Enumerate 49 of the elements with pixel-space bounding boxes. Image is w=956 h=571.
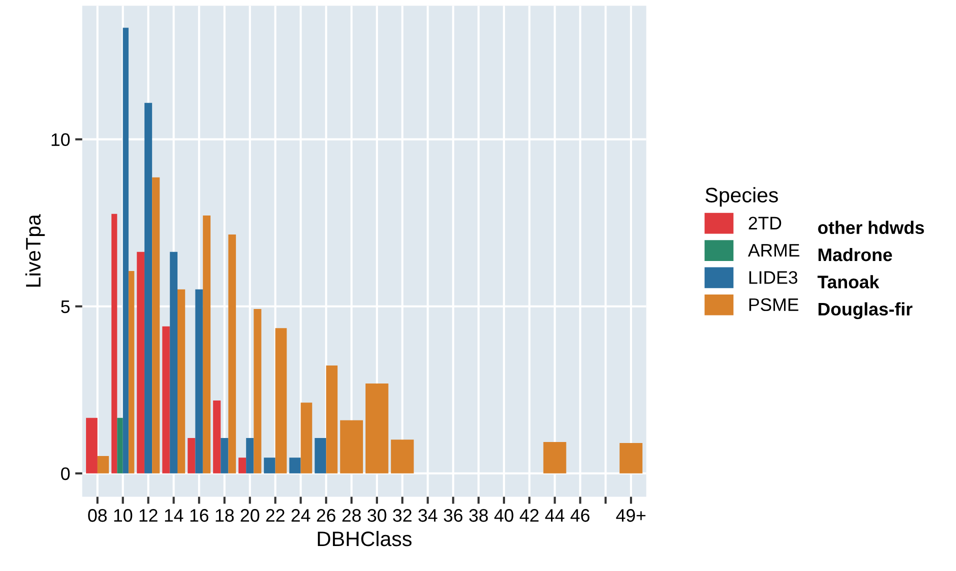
legend-label: LIDE3 (749, 271, 798, 284)
bar (300, 402, 312, 474)
x-tick-label: 49+ (616, 509, 646, 522)
x-tick-label: 46 (570, 509, 590, 522)
text: Douglas-fir (818, 302, 912, 320)
bar (162, 326, 170, 474)
text: Tanoak (818, 275, 880, 288)
text: other hdwds (818, 220, 924, 234)
text: Madrone (818, 248, 892, 262)
x-tick-label: 16 (190, 509, 208, 522)
x-tick-label: 08 (88, 509, 107, 522)
y-tick-label: 0 (61, 467, 70, 480)
x-tick-label: 24 (292, 509, 310, 522)
y-tick-label: 10 (52, 133, 70, 146)
x-tick-label: 34 (418, 509, 438, 522)
bar (188, 438, 196, 474)
legend-label: PSME (749, 298, 798, 312)
x-tick-label: 10 (114, 509, 132, 522)
legend-label: 2TD (748, 216, 782, 230)
bar (326, 365, 338, 474)
bar (144, 102, 152, 474)
x-tick-label: 26 (316, 509, 336, 522)
bar (170, 252, 178, 474)
x-tick-label: 20 (240, 509, 260, 522)
x-tick-label: 32 (392, 509, 412, 522)
x-tick-label: 42 (520, 509, 539, 522)
x-tick-label: 12 (140, 509, 158, 522)
bar (275, 328, 287, 474)
y-axis-title: LiveTpa (25, 214, 45, 287)
bar (195, 289, 203, 474)
x-tick-label: 18 (216, 509, 234, 522)
y-tick-label: 5 (61, 300, 70, 314)
bar (136, 252, 144, 474)
x-tick-label: 14 (165, 509, 184, 522)
bar (238, 458, 246, 474)
x-tick-label: 44 (545, 509, 564, 522)
x-tick-label: 36 (444, 509, 462, 522)
legend-title: Species (706, 187, 778, 207)
bar (213, 400, 221, 474)
x-axis-title: DBHClass (318, 530, 412, 546)
x-tick-label: 40 (494, 509, 514, 522)
x-tick-label: 30 (368, 509, 386, 522)
x-tick-label: 38 (469, 509, 488, 522)
x-tick-label: 22 (266, 509, 284, 522)
bar (117, 418, 123, 474)
x-tick-label: 28 (342, 509, 361, 522)
bar (220, 438, 228, 474)
bar (246, 438, 254, 474)
legend-label: ARME (748, 244, 800, 257)
